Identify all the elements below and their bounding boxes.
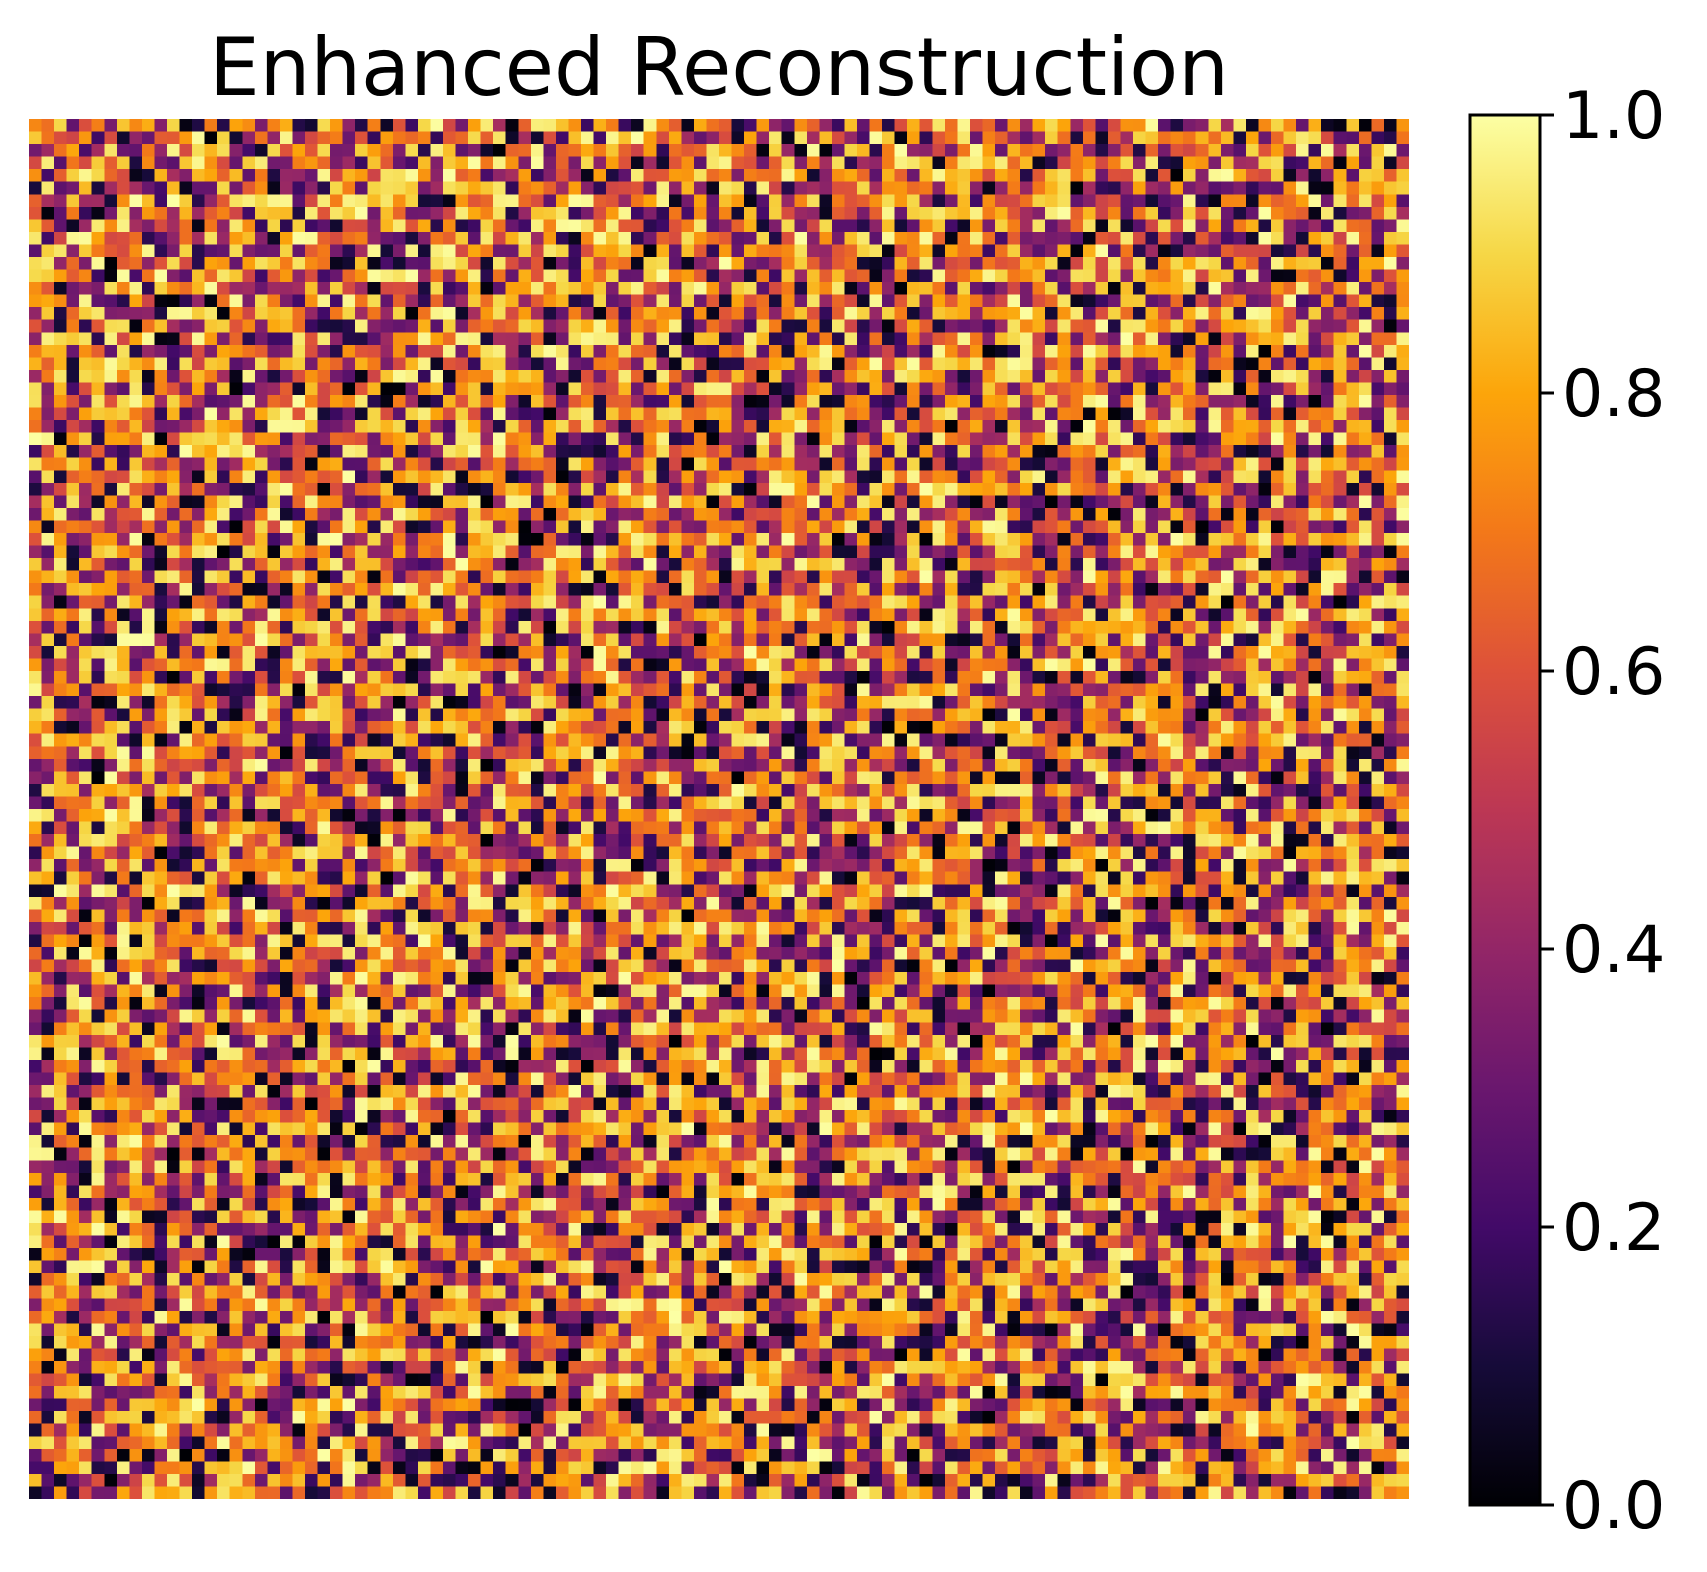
colorbar-tick-label: 1.0 xyxy=(1562,79,1665,154)
colorbar-tick-label: 0.8 xyxy=(1562,357,1665,432)
colorbar-ticks: 0.0 0.2 0.4 0.6 0.8 1.0 xyxy=(1540,79,1665,1544)
colorbar-tick-label: 0.6 xyxy=(1562,635,1665,710)
chart-title: Enhanced Reconstruction xyxy=(209,21,1229,114)
colorbar-tick-label: 0.0 xyxy=(1562,1469,1665,1544)
colorbar-tick-label: 0.2 xyxy=(1562,1191,1665,1266)
colorbar-gradient xyxy=(1468,113,1542,1507)
colorbar-tick-label: 0.4 xyxy=(1562,913,1665,988)
heatmap xyxy=(29,119,1409,1499)
colorbar: 0.0 0.2 0.4 0.6 0.8 1.0 xyxy=(1468,79,1665,1544)
